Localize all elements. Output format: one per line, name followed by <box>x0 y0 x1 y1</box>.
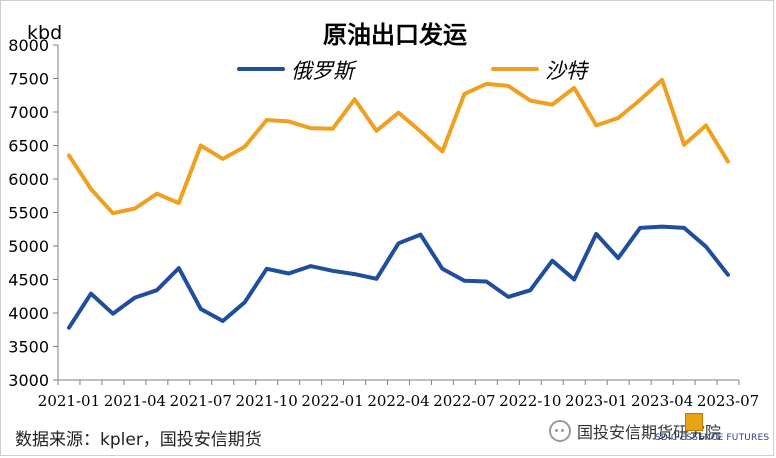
y-tick-label: 3500 <box>8 338 49 357</box>
sdic-logo-mark <box>685 413 703 431</box>
x-tick-label: 2021-01 <box>38 392 100 410</box>
chart-title: 原油出口发运 <box>323 21 467 49</box>
x-tick-label: 2023-07 <box>697 392 759 410</box>
data-source-note: 数据来源：kpler，国投安信期货 <box>15 430 262 450</box>
x-axis: 2021-01 2021-04 2021-07 2021-10 2022-01 2022-… <box>38 379 759 410</box>
x-tick-label: 2021-04 <box>104 392 166 410</box>
x-tick-label: 2021-07 <box>170 392 232 410</box>
y-tick-label: 5000 <box>8 237 49 256</box>
x-tick-label: 2022-10 <box>499 392 561 410</box>
y-tick-label: 8000 <box>8 36 49 55</box>
sdic-logo: SDIC ESSENCE FUTURES <box>649 411 769 451</box>
y-tick-label: 7000 <box>8 103 49 122</box>
series-layer <box>67 77 730 330</box>
sdic-logo-text: SDIC ESSENCE FUTURES <box>655 433 770 443</box>
x-tick-label: 2021-10 <box>236 392 298 410</box>
y-tick-label: 6000 <box>8 170 49 189</box>
legend-label-russia: 俄罗斯 <box>291 59 358 83</box>
y-axis: 3000 3500 4000 4500 5000 5500 6000 6500 7000 7500… <box>8 36 59 390</box>
y-axis-unit: kbd <box>27 22 62 44</box>
y-tick-label: 5500 <box>8 204 49 223</box>
legend-label-saudi: 沙特 <box>545 59 589 83</box>
x-tick-label: 2022-01 <box>301 392 363 410</box>
series-line-russia <box>67 224 730 330</box>
chart-legend: 俄罗斯 沙特 <box>237 59 589 83</box>
y-tick-label: 3000 <box>8 371 49 390</box>
y-tick-label: 4500 <box>8 271 49 290</box>
x-tick-label: 2022-04 <box>367 392 429 410</box>
wechat-icon <box>549 420 571 442</box>
x-tick-label: 2023-01 <box>565 392 627 410</box>
watermark: 国投安信期货研究院 SDIC ESSENCE FUTURES <box>549 411 771 451</box>
y-tick-label: 4000 <box>8 304 49 323</box>
x-tick-label: 2023-04 <box>631 392 693 410</box>
series-line-saudi <box>67 77 730 216</box>
y-tick-label: 6500 <box>8 137 49 156</box>
x-tick-label: 2022-07 <box>433 392 495 410</box>
y-tick-label: 7500 <box>8 70 49 89</box>
